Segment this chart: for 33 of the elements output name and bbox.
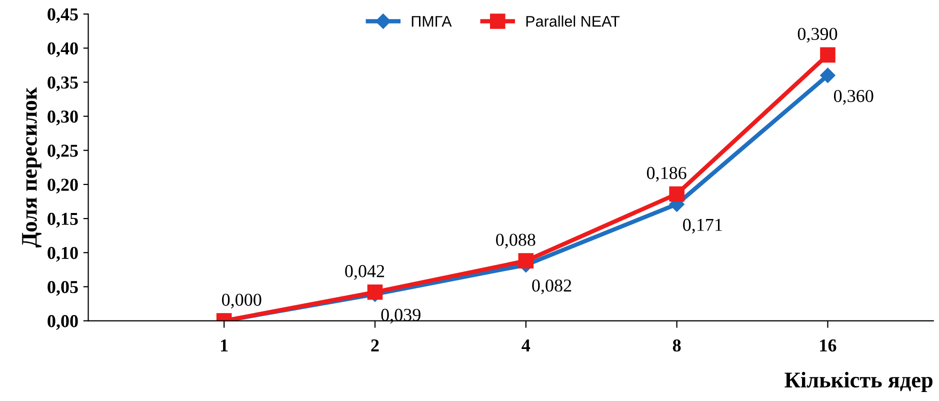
x-tick-label: 16 bbox=[820, 339, 836, 352]
y-tick-label: 0,25 bbox=[48, 144, 78, 160]
data-label: 0,360 bbox=[834, 90, 874, 105]
y-tick-label: 0,05 bbox=[48, 280, 78, 296]
y-tick-label: 0,10 bbox=[48, 246, 78, 262]
x-tick-label: 1 bbox=[221, 339, 228, 352]
data-label: 0,390 bbox=[798, 28, 838, 43]
point bbox=[367, 284, 383, 300]
x-tick-label: 2 bbox=[371, 339, 379, 352]
legend-label: Parallel NEAT bbox=[526, 16, 620, 27]
y-tick-label: 0,35 bbox=[48, 76, 78, 92]
y-tick-label: 0,30 bbox=[48, 110, 78, 126]
data-label: 0,082 bbox=[532, 279, 572, 294]
x-axis-title: Кількість ядер bbox=[784, 372, 932, 392]
data-label: 0,088 bbox=[496, 234, 536, 248]
y-axis-title: Доля пересилок bbox=[22, 87, 42, 248]
point bbox=[820, 47, 836, 63]
point bbox=[518, 253, 534, 268]
y-tick-label: 0,00 bbox=[48, 315, 78, 330]
x-tick-label: 4 bbox=[522, 340, 530, 352]
y-tick-label: 0,20 bbox=[48, 178, 78, 194]
data-label: 0,039 bbox=[381, 308, 420, 324]
data-label: 0,186 bbox=[646, 166, 686, 182]
x-tick-label: 8 bbox=[672, 339, 681, 352]
data-label: 0,171 bbox=[683, 218, 722, 234]
legend-label: ПМГА bbox=[412, 16, 452, 27]
y-tick-label: 0,40 bbox=[48, 42, 78, 58]
data-label: 0,042 bbox=[345, 265, 384, 280]
data-label: 0,000 bbox=[222, 294, 262, 308]
y-tick-label: 0,45 bbox=[48, 8, 78, 24]
point bbox=[669, 186, 684, 202]
point bbox=[820, 68, 836, 83]
y-tick-label: 0,15 bbox=[48, 212, 78, 228]
